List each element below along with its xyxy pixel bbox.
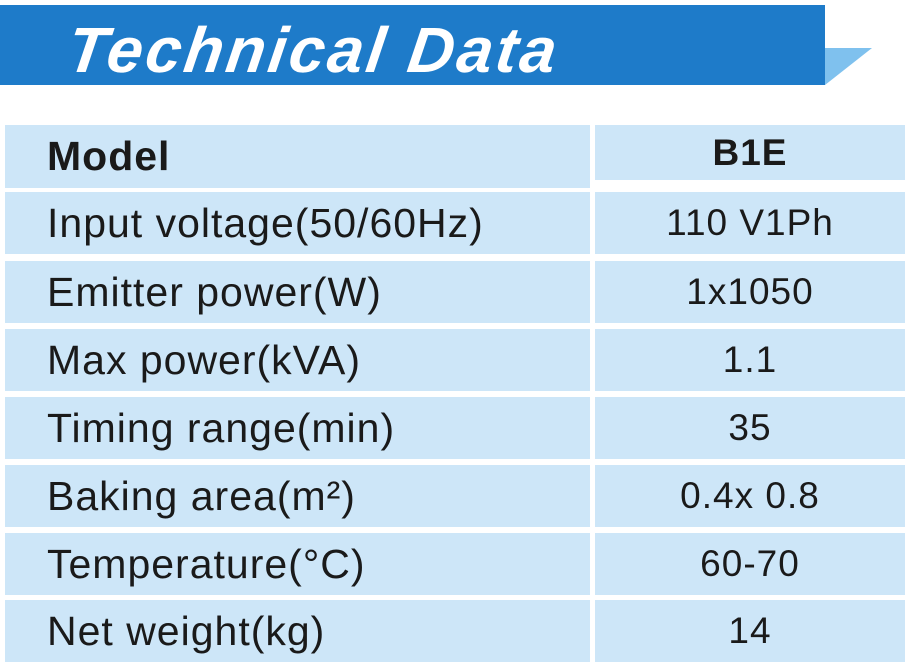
title: Technical Data bbox=[62, 14, 565, 86]
row-value: 14 bbox=[595, 600, 905, 662]
row-label: Baking area(m²) bbox=[5, 465, 590, 527]
row-label: Input voltage(50/60Hz) bbox=[5, 192, 590, 254]
row-label: Net weight(kg) bbox=[5, 600, 590, 662]
row-label: Max power(kVA) bbox=[5, 329, 590, 391]
banner: Technical Data bbox=[0, 5, 825, 86]
row-label: Emitter power(W) bbox=[5, 261, 590, 323]
header-cell: Model bbox=[5, 125, 590, 188]
banner-accent bbox=[825, 48, 872, 85]
banner-triangle bbox=[825, 48, 872, 85]
header-cell: B1E bbox=[595, 125, 905, 180]
row-value: 1x1050 bbox=[595, 261, 905, 323]
row-label: Temperature(°C) bbox=[5, 533, 590, 595]
row-value: 35 bbox=[595, 397, 905, 459]
row-value: 110 V1Ph bbox=[595, 192, 905, 254]
row-label: Timing range(min) bbox=[5, 397, 590, 459]
row-value: 0.4x 0.8 bbox=[595, 465, 905, 527]
row-value: 1.1 bbox=[595, 329, 905, 391]
row-value: 60-70 bbox=[595, 533, 905, 595]
